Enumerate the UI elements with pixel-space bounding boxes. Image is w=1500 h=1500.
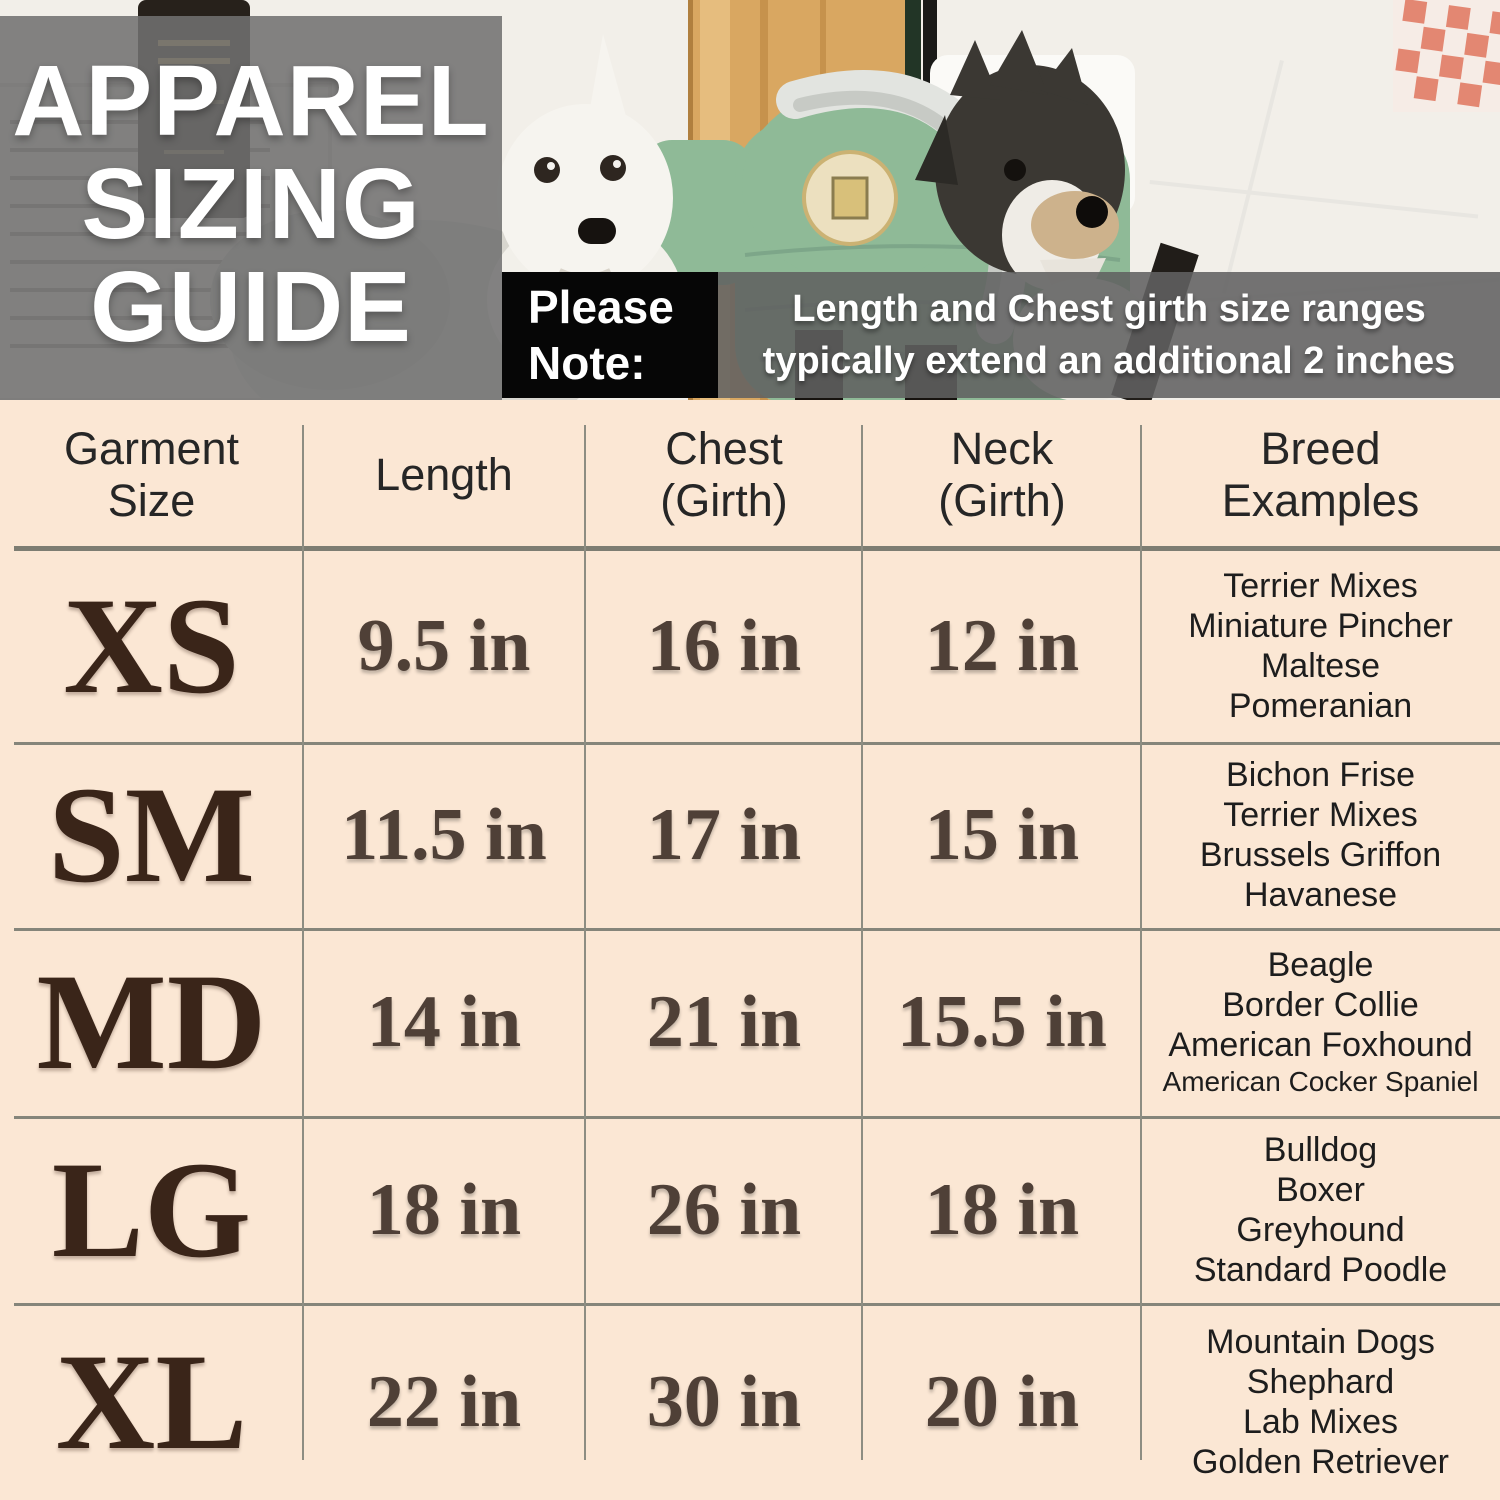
length-value: 14 in — [366, 981, 522, 1063]
breed-example: Shephard — [1246, 1362, 1395, 1401]
chest-value: 26 in — [646, 1168, 802, 1251]
title-line-1: APPAREL — [12, 45, 490, 157]
garment-size-value: XS — [63, 569, 240, 722]
chest-cell: 17 in — [585, 742, 863, 928]
neck-value: 18 in — [924, 1168, 1080, 1251]
length-cell: 18 in — [303, 1116, 585, 1303]
breed-examples-cell: Bichon Frise Terrier Mixes Brussels Grif… — [1141, 742, 1500, 928]
garment-size-cell: LG — [0, 1116, 303, 1303]
length-value: 18 in — [366, 1168, 522, 1251]
garment-size-value: LG — [51, 1132, 252, 1286]
chest-cell: 21 in — [585, 928, 863, 1116]
length-cell: 22 in — [303, 1303, 585, 1500]
length-value: 11.5 in — [341, 794, 547, 876]
breed-example: Lab Mixes — [1243, 1402, 1398, 1441]
header-divider-line — [14, 546, 1500, 551]
garment-size-cell: SM — [0, 742, 303, 928]
table-row-xl: XL 22 in 30 in 20 in Mountain Dogs Sheph… — [0, 1303, 1500, 1500]
please-note-label-line-2: Note: — [528, 337, 646, 389]
title-line-3: GUIDE — [90, 251, 412, 363]
header-breed-examples: Breed Examples — [1221, 423, 1420, 526]
chest-value: 30 in — [646, 1360, 802, 1443]
breed-example: Standard Poodle — [1193, 1250, 1448, 1289]
row-divider-line — [14, 1116, 1500, 1119]
length-cell: 14 in — [303, 928, 585, 1116]
note-text-line-1: Length and Chest girth size ranges — [792, 288, 1426, 330]
breed-examples-cell: Mountain Dogs Shephard Lab Mixes Golden … — [1141, 1303, 1500, 1500]
column-divider-line — [584, 425, 586, 1460]
sizing-table: Garment Size Length Chest (Girth) Neck (… — [0, 400, 1500, 1500]
header-garment-size: Garment Size — [63, 423, 240, 526]
breed-example: Mountain Dogs — [1206, 1322, 1435, 1361]
table-row-sm: SM 11.5 in 17 in 15 in Bichon Frise Terr… — [0, 742, 1500, 928]
breed-example: Border Collie — [1222, 986, 1419, 1024]
table-header-row: Garment Size Length Chest (Girth) Neck (… — [0, 400, 1500, 550]
garment-size-cell: XL — [0, 1303, 303, 1500]
chest-value: 17 in — [646, 794, 802, 876]
garment-size-value: SM — [48, 758, 255, 911]
breed-examples-cell: Beagle Border Collie American Foxhound A… — [1141, 928, 1500, 1116]
checkered-cloth — [1393, 0, 1500, 112]
garment-size-value: MD — [36, 945, 267, 1098]
column-divider-line — [302, 425, 304, 1460]
please-note-label-line-1: Please — [528, 281, 674, 333]
breed-example: Beagle — [1267, 946, 1374, 984]
garment-size-cell: MD — [0, 928, 303, 1116]
title-overlay: APPAREL SIZING GUIDE — [0, 16, 502, 400]
breed-examples-cell: Terrier Mixes Miniature Pincher Maltese … — [1141, 550, 1500, 742]
row-divider-line — [14, 1303, 1500, 1306]
breed-example: Miniature Pincher — [1188, 607, 1453, 645]
breed-example: Terrier Mixes — [1223, 796, 1418, 834]
chest-cell: 26 in — [585, 1116, 863, 1303]
chest-cell: 16 in — [585, 550, 863, 742]
column-divider-line — [861, 425, 863, 1460]
neck-cell: 18 in — [863, 1116, 1141, 1303]
chest-value: 16 in — [646, 605, 802, 687]
note-text-line-2: typically extend an additional 2 inches — [762, 340, 1456, 382]
breed-example: American Foxhound — [1168, 1026, 1473, 1064]
breed-examples-cell: Bulldog Boxer Greyhound Standard Poodle — [1141, 1116, 1500, 1303]
neck-cell: 15 in — [863, 742, 1141, 928]
neck-value: 15 in — [924, 794, 1080, 876]
table-row-lg: LG 18 in 26 in 18 in Bulldog Boxer Greyh… — [0, 1116, 1500, 1303]
column-divider-line — [1140, 425, 1142, 1460]
breed-example: Golden Retriever — [1191, 1442, 1449, 1481]
chest-cell: 30 in — [585, 1303, 863, 1500]
header-chest-girth: Chest (Girth) — [660, 423, 788, 526]
length-value: 9.5 in — [357, 605, 531, 687]
chest-value: 21 in — [646, 981, 802, 1063]
row-divider-line — [14, 928, 1500, 931]
please-note-text-box: Length and Chest girth size ranges typic… — [718, 272, 1500, 398]
table-row-md: MD 14 in 21 in 15.5 in Beagle Border Col… — [0, 928, 1500, 1116]
breed-example: Boxer — [1276, 1170, 1365, 1209]
neck-value: 20 in — [924, 1360, 1080, 1443]
breed-example: Greyhound — [1236, 1210, 1405, 1249]
neck-value: 12 in — [924, 605, 1080, 687]
breed-example: Pomeranian — [1228, 687, 1413, 725]
neck-cell: 20 in — [863, 1303, 1141, 1500]
row-divider-line — [14, 742, 1500, 745]
breed-example: Havanese — [1243, 876, 1398, 914]
breed-example: Bichon Frise — [1226, 756, 1415, 794]
length-value: 22 in — [366, 1360, 522, 1443]
table-row-xs: XS 9.5 in 16 in 12 in Terrier Mixes Mini… — [0, 550, 1500, 742]
title-line-2: SIZING — [81, 148, 421, 260]
neck-value: 15.5 in — [897, 981, 1107, 1063]
header-neck-girth: Neck (Girth) — [938, 423, 1066, 526]
garment-size-value: XL — [55, 1324, 248, 1478]
breed-example: American Cocker Spaniel — [1162, 1066, 1479, 1097]
garment-size-cell: XS — [0, 550, 303, 742]
length-cell: 9.5 in — [303, 550, 585, 742]
neck-cell: 15.5 in — [863, 928, 1141, 1116]
breed-example: Brussels Griffon — [1199, 836, 1442, 874]
breed-example: Maltese — [1260, 647, 1381, 685]
breed-example: Terrier Mixes — [1223, 567, 1418, 605]
length-cell: 11.5 in — [303, 742, 585, 928]
please-note-label-box: Please Note: — [502, 272, 718, 398]
breed-example: Bulldog — [1263, 1130, 1378, 1169]
neck-cell: 12 in — [863, 550, 1141, 742]
header-length: Length — [375, 449, 513, 500]
